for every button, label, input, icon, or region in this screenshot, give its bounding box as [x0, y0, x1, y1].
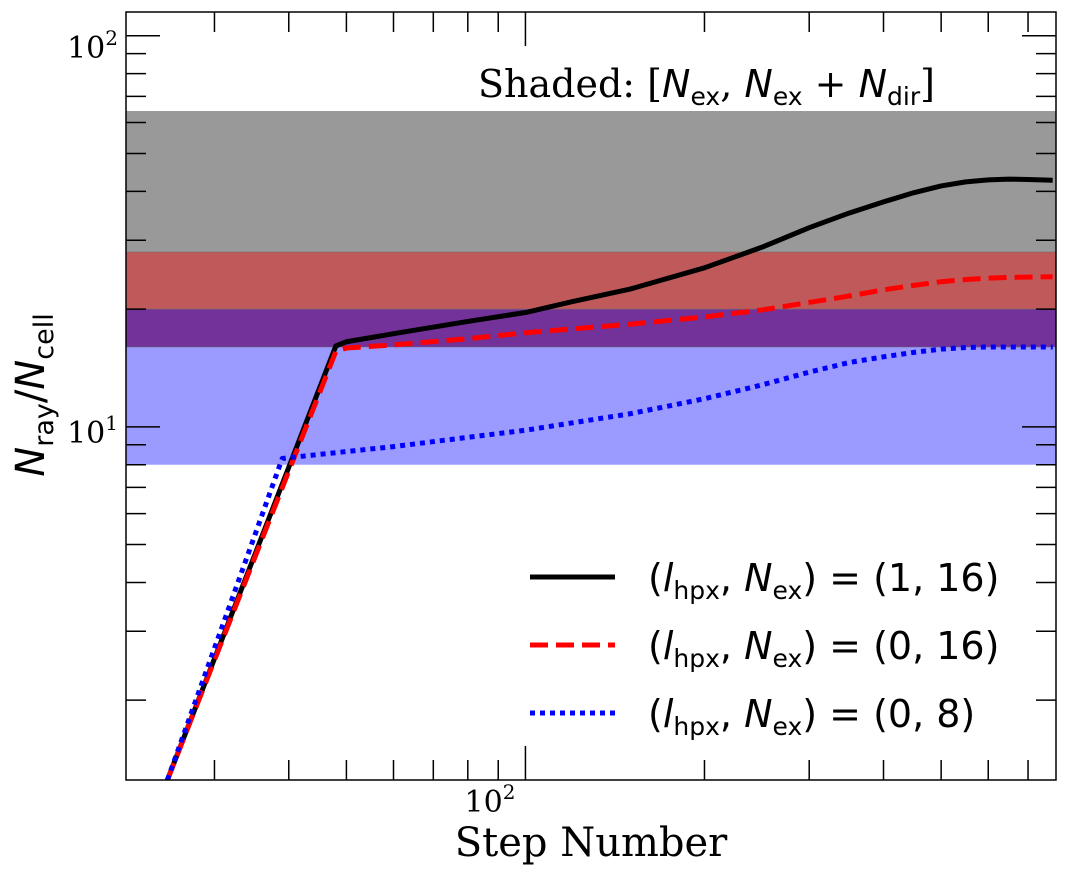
y-axis-label: Nray/Ncell: [8, 313, 60, 476]
shaded-band-3: [126, 346, 1056, 465]
series-line-1: [165, 274, 1053, 780]
legend: (lhpx, Nex) = (1, 16) (lhpx, Nex) = (0, …: [530, 556, 999, 741]
data-lines: [165, 176, 1053, 780]
shaded-bands: [126, 111, 1056, 465]
shaded-band-1: [126, 251, 1056, 310]
x-axis-label: Step Number: [455, 820, 728, 866]
axis-ticks: [126, 12, 1056, 780]
legend-label-1-16: (lhpx, Nex) = (1, 16): [648, 556, 999, 605]
shaded-annotation: Shaded: [Nex, Nex + Ndir]: [478, 62, 935, 111]
x-tick-label-100: 102: [465, 780, 516, 820]
series-line-0: [165, 176, 1053, 780]
shaded-band-0: [126, 111, 1056, 252]
plot-frame: [125, 11, 1057, 781]
